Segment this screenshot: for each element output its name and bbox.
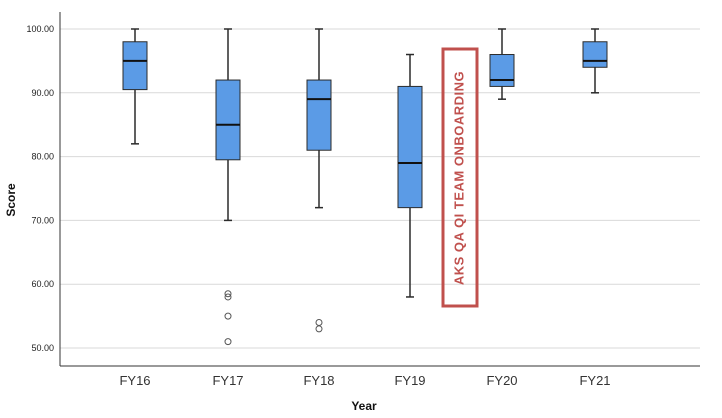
outlier-point xyxy=(315,325,323,333)
x-category-label: FY18 xyxy=(303,373,334,388)
x-category-label: FY16 xyxy=(119,373,150,388)
y-tick-label: 100.00 xyxy=(26,24,54,34)
box-fy17 xyxy=(215,28,241,346)
iqr-box xyxy=(489,54,515,87)
outlier-point xyxy=(315,318,323,326)
outlier-point xyxy=(224,293,232,301)
y-tick-label: 50.00 xyxy=(31,343,54,353)
y-tick-label: 60.00 xyxy=(31,279,54,289)
y-tick-labels: 100.00 90.00 80.00 70.00 60.00 50.00 xyxy=(26,24,54,353)
box-fy21 xyxy=(582,28,608,94)
iqr-box xyxy=(582,41,608,68)
y-tick-label: 80.00 xyxy=(31,152,54,162)
box-fy18 xyxy=(306,28,332,333)
y-tick-label: 90.00 xyxy=(31,88,54,98)
x-category-label: FY20 xyxy=(486,373,517,388)
iqr-box xyxy=(306,79,332,151)
y-axis-title: Score xyxy=(4,183,18,217)
outlier-point xyxy=(224,338,232,346)
x-category-label: FY21 xyxy=(579,373,610,388)
y-tick-label: 70.00 xyxy=(31,215,54,225)
annotation-label: AKS QA QI TEAM ONBOARDING xyxy=(451,71,466,285)
iqr-box xyxy=(215,79,241,161)
outlier-point xyxy=(224,312,232,320)
box-fy19 xyxy=(397,53,423,298)
gridlines xyxy=(60,28,700,349)
iqr-box xyxy=(397,85,423,209)
box-series xyxy=(122,28,608,346)
box-fy16 xyxy=(122,28,148,145)
annotation-frame xyxy=(441,47,479,308)
x-category-label: FY17 xyxy=(212,373,243,388)
outlier-point xyxy=(224,290,232,298)
x-category-label: FY19 xyxy=(394,373,425,388)
iqr-box xyxy=(122,41,148,91)
box-fy20 xyxy=(489,28,515,100)
x-category-labels: FY16 FY17 FY18 FY19 FY20 FY21 xyxy=(119,373,610,388)
axes xyxy=(59,12,700,367)
x-axis-title: Year xyxy=(351,399,377,413)
annotation-box: AKS QA QI TEAM ONBOARDING xyxy=(441,47,479,308)
